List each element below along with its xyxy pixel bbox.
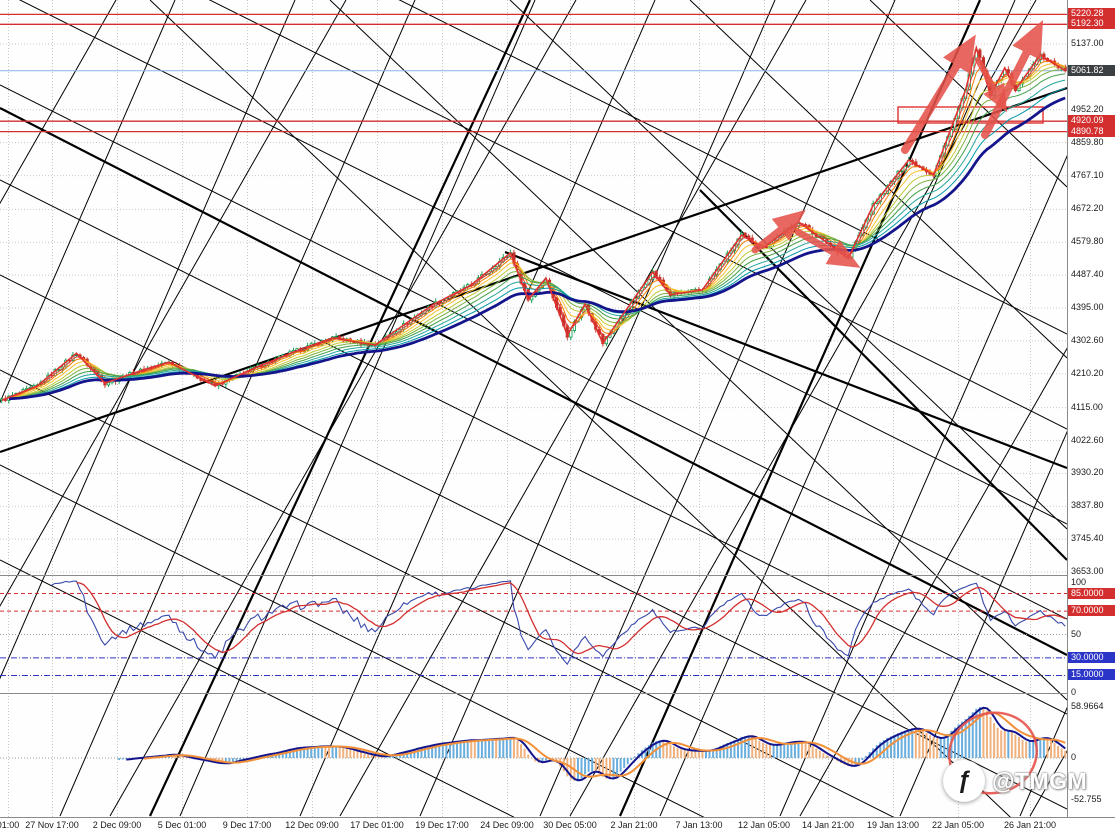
time-axis-label: 24 Dec 09:00 xyxy=(480,820,534,830)
time-axis-label: 19 Jan 13:00 xyxy=(866,820,920,830)
trendlines-layer[interactable] xyxy=(0,0,1067,817)
time-axis-label: 19 Dec 17:00 xyxy=(415,820,469,830)
time-axis-label: 14 Jan 21:00 xyxy=(801,820,855,830)
price-axis-label: 3653.00 xyxy=(1071,566,1104,576)
rsi-level-badge: 85.0000 xyxy=(1068,587,1115,599)
price-badge: 5220.28 xyxy=(1068,8,1115,20)
time-axis-label: 2 Jan 21:00 xyxy=(610,820,658,830)
rsi-panel xyxy=(0,580,1067,676)
rsi-level-badge: 70.0000 xyxy=(1068,605,1115,617)
rsi-level-badge: 15.0000 xyxy=(1068,669,1115,681)
rsi-axis-label: 50 xyxy=(1071,628,1082,639)
time-axis-label: 30 Dec 05:00 xyxy=(543,820,597,830)
time-axis-label: 12 Jan 05:00 xyxy=(737,820,791,830)
price-axis-label: 4302.60 xyxy=(1071,334,1104,345)
price-axis-label: 5137.00 xyxy=(1071,38,1104,48)
time-axis-label: 12 Dec 09:00 xyxy=(285,820,339,830)
time-axis-label: 01:00 xyxy=(0,820,20,830)
osc-axis-label: 58.9664 xyxy=(1071,701,1104,711)
price-axis-label: 4022.60 xyxy=(1071,434,1104,445)
chart-background xyxy=(0,0,1067,817)
time-axis-label: 9 Dec 17:00 xyxy=(222,820,272,830)
time-axis-label: 5 Dec 01:00 xyxy=(157,820,207,830)
price-axis-label: 3745.40 xyxy=(1071,533,1104,544)
rsi-axis-label: 0 xyxy=(1071,687,1077,697)
price-axis-label: 3930.20 xyxy=(1071,467,1104,478)
price-axis-label: 4115.00 xyxy=(1071,401,1103,412)
time-axis-label: 2 Dec 09:00 xyxy=(92,820,142,830)
time-axis-label: 17 Dec 01:00 xyxy=(350,820,404,830)
rsi-level-badge: 30.0000 xyxy=(1068,651,1115,663)
chart-canvas[interactable] xyxy=(0,0,1067,817)
time-axis-label: 22 Jan 05:00 xyxy=(931,820,985,830)
osc-axis-label: -52.755 xyxy=(1071,794,1102,804)
price-badge: 5061.82 xyxy=(1068,64,1115,76)
price-axis-label: 4672.20 xyxy=(1071,203,1104,214)
main-price-panel[interactable] xyxy=(0,13,1067,404)
time-axis-label: 27 Nov 17:00 xyxy=(25,820,79,830)
oscillator-panel xyxy=(0,706,1067,782)
rsi-axis-label: 100 xyxy=(1071,577,1087,587)
price-axis-label: 4487.40 xyxy=(1071,269,1104,280)
time-axis-label: 7 Jan 13:00 xyxy=(675,820,723,830)
price-axis-label: 4579.80 xyxy=(1071,236,1104,247)
time-axis-label: 26 Jan 21:00 xyxy=(1003,820,1057,830)
price-badge: 5192.30 xyxy=(1068,18,1115,30)
price-axis-label: 4859.80 xyxy=(1071,136,1104,147)
osc-axis-label: 0 xyxy=(1071,752,1077,762)
annotation-arrows-layer[interactable] xyxy=(751,20,1046,803)
price-axis-label: 4952.20 xyxy=(1071,103,1104,114)
price-axis-label: 3837.80 xyxy=(1071,500,1104,511)
panel-separators xyxy=(0,575,1067,694)
price-axis[interactable]: 5137.00 4952.20 4859.80 4767.10 4672.20 4579.… xyxy=(1067,0,1115,817)
time-axis[interactable]: 01:00 27 Nov 17:00 2 Dec 09:00 5 Dec 01:00 9… xyxy=(0,817,1115,833)
grid-layer xyxy=(0,0,1067,817)
price-axis-label: 4767.10 xyxy=(1071,169,1104,180)
price-axis-label: 4395.00 xyxy=(1071,302,1104,312)
price-badge: 4890.78 xyxy=(1068,125,1115,137)
price-badge: 4920.09 xyxy=(1068,115,1115,127)
price-axis-label: 4210.20 xyxy=(1071,367,1104,378)
